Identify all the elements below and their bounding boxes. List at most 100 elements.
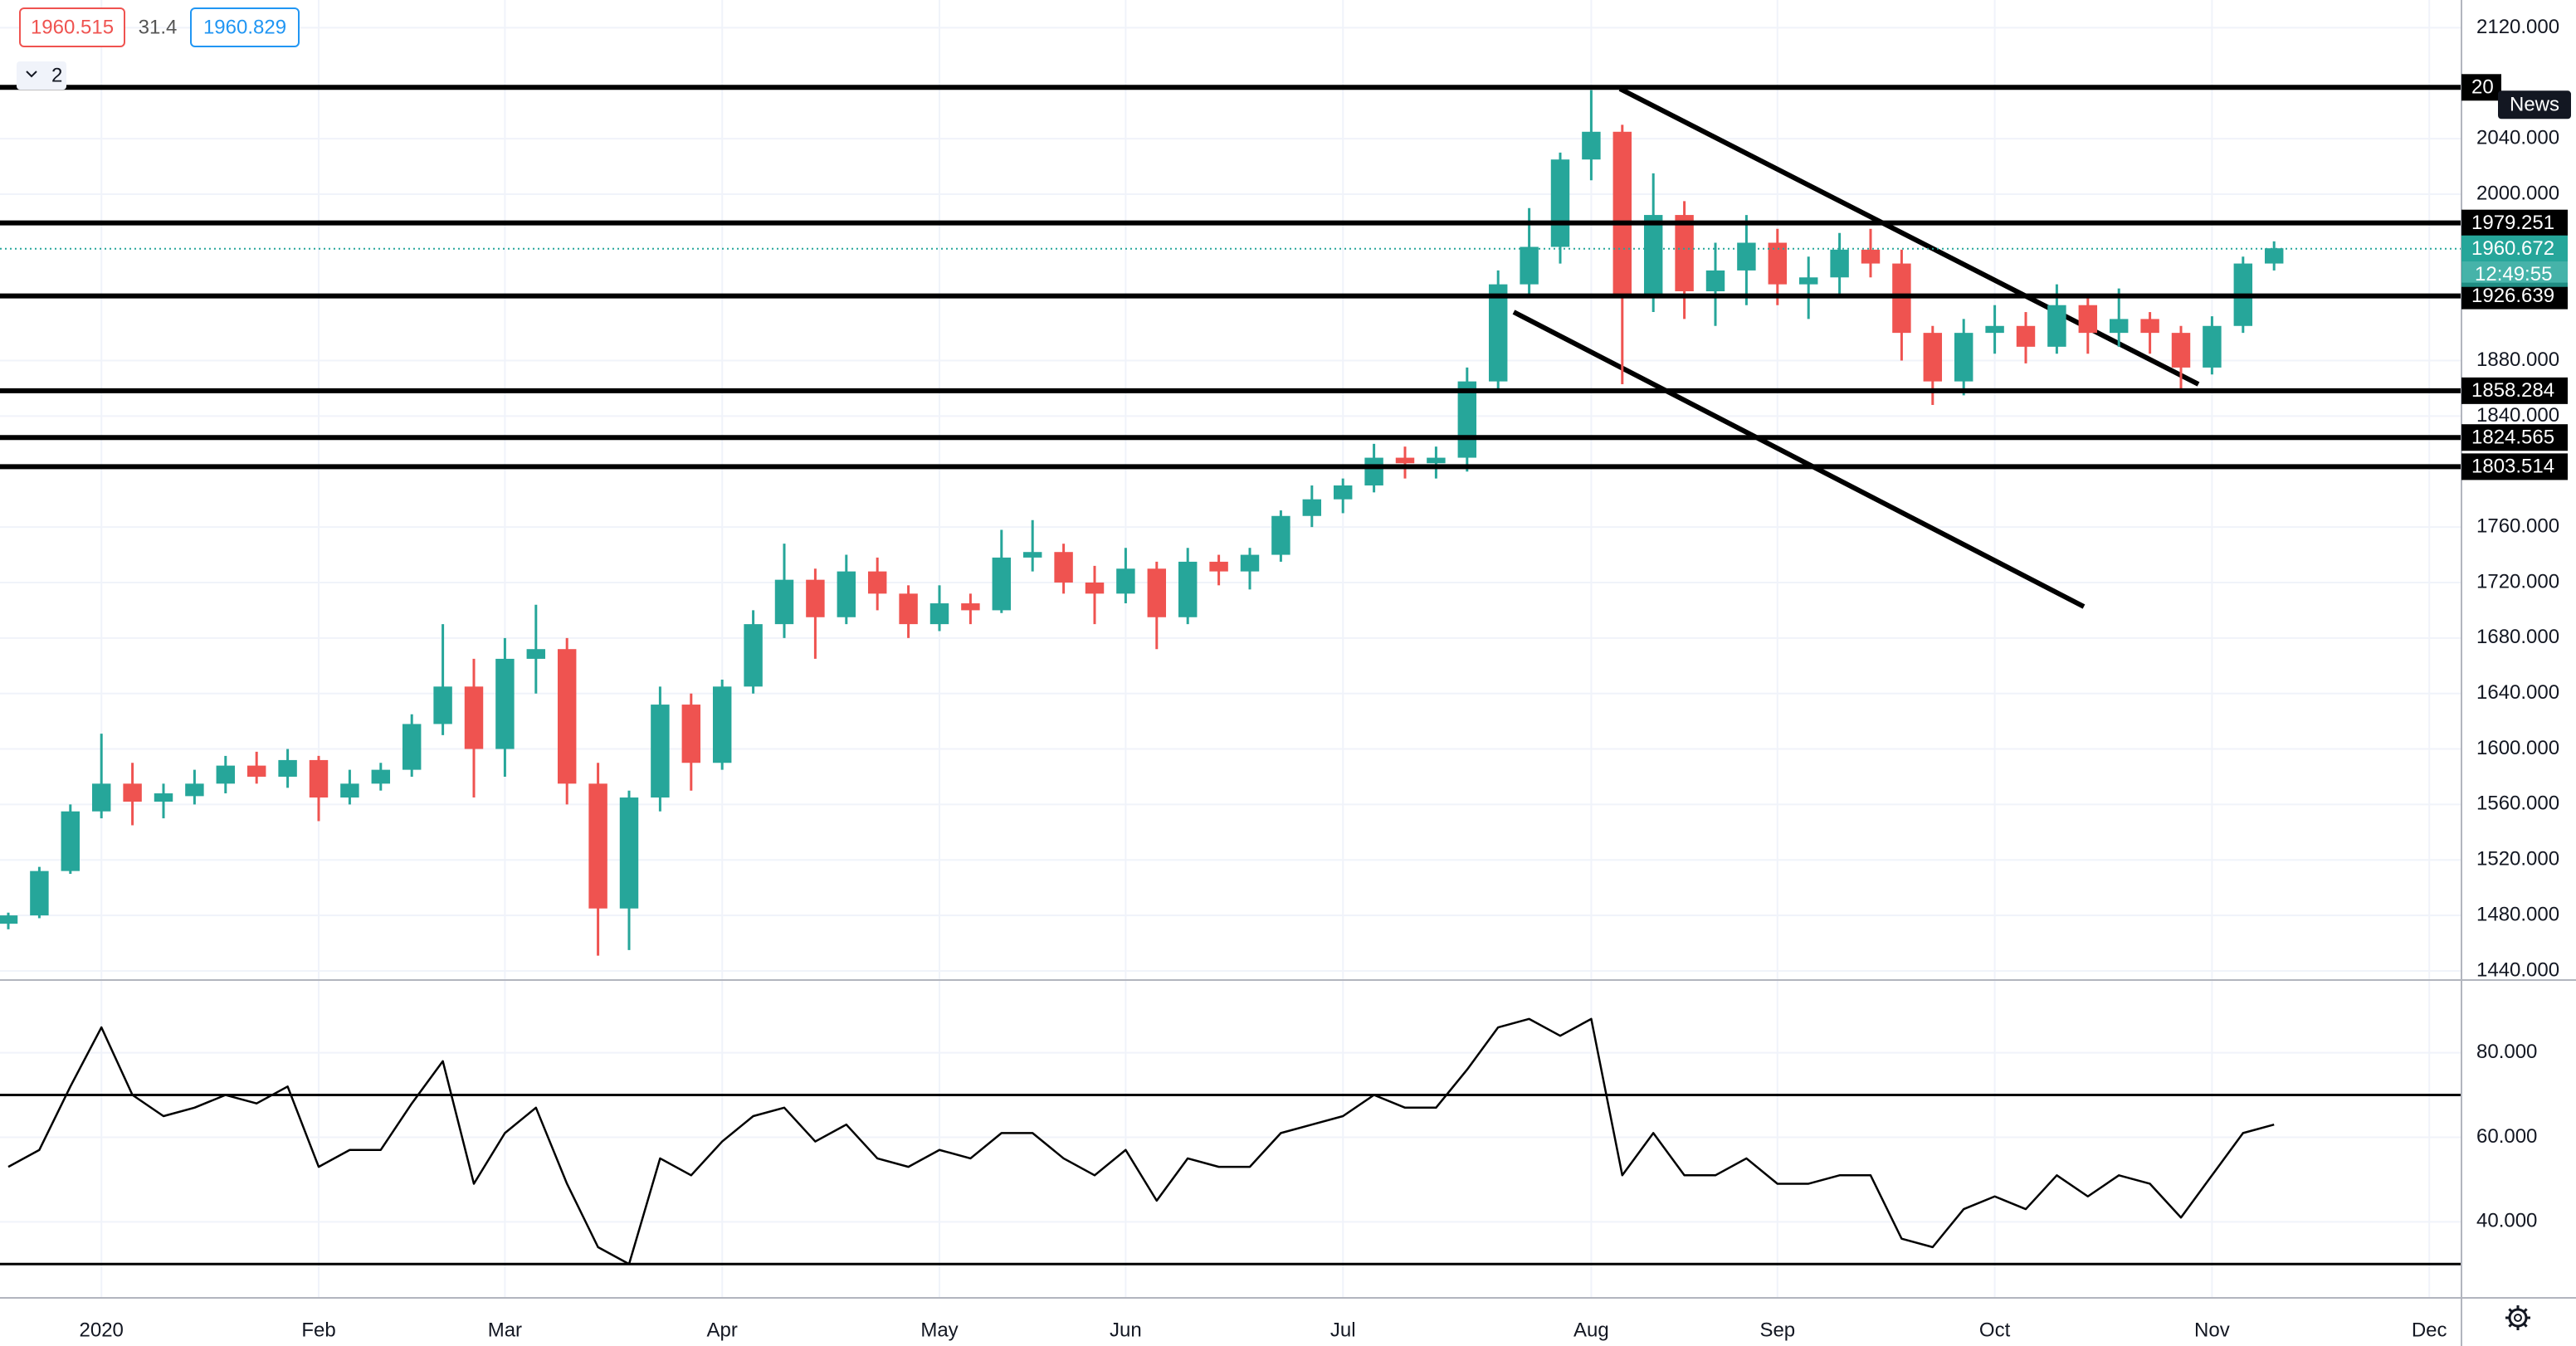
marks — [0, 85, 2461, 1266]
ask: 1960.829 — [203, 16, 286, 38]
candle-body — [464, 686, 484, 749]
rsi-tick-label: 80.000 — [2476, 1041, 2537, 1063]
price-level-label: 1803.514 — [2471, 456, 2554, 478]
candle-body — [1488, 284, 1508, 382]
news-badge[interactable] — [2498, 90, 2571, 119]
bid: 1960.515 — [31, 16, 114, 38]
candle-body — [1147, 568, 1167, 617]
candle-body — [1209, 561, 1228, 572]
candle-body — [0, 915, 18, 924]
grid — [0, 0, 2461, 1298]
y-tick-label: 1560.000 — [2476, 792, 2559, 815]
candle-body — [2047, 305, 2066, 347]
trend-line — [1618, 86, 2200, 387]
price-level-badge — [2461, 209, 2568, 237]
candle-body — [1302, 499, 1322, 516]
candle-body — [1582, 131, 1601, 160]
candle-body — [2140, 319, 2159, 334]
candle-body — [681, 705, 701, 763]
price-level-badge — [2461, 377, 2568, 404]
candle-body — [246, 765, 266, 777]
candle-body — [154, 793, 173, 802]
candle-body — [1675, 215, 1694, 291]
y-tick-label: 1480.000 — [2476, 903, 2559, 925]
candle-body — [1364, 457, 1383, 485]
x-tick-label: May — [920, 1319, 958, 1341]
candle-body — [1643, 215, 1663, 299]
y-tick-label: 1840.000 — [2476, 404, 2559, 427]
y-tick-label: 1880.000 — [2476, 349, 2559, 371]
candle-body — [992, 557, 1012, 611]
x-tick-label: Oct — [1979, 1319, 2011, 1341]
price-level-label: 1926.639 — [2471, 285, 2554, 307]
price-level-label: 1979.251 — [2471, 212, 2554, 234]
x-tick-label: Jun — [1110, 1319, 1142, 1341]
y-tick-label: 1720.000 — [2476, 570, 2559, 593]
candle-body — [30, 871, 49, 916]
y-tick-label: 1640.000 — [2476, 681, 2559, 704]
y-tick-label: 1600.000 — [2476, 737, 2559, 759]
settings-button[interactable] — [2505, 1305, 2530, 1330]
price-level-label: 20 — [2471, 76, 2494, 99]
y-tick-label: 2040.000 — [2476, 126, 2559, 149]
candle-body — [899, 593, 918, 625]
candle-body — [1022, 552, 1042, 558]
candle-body — [619, 797, 639, 909]
candle-body — [1178, 561, 1198, 617]
news-label: News — [2510, 94, 2559, 116]
countdown-label: 12:49:55 — [2475, 263, 2552, 285]
candle-body — [1116, 568, 1135, 594]
x-tick-label: Sep — [1759, 1319, 1795, 1341]
candle-body — [123, 783, 142, 802]
x-tick-label: Dec — [2412, 1319, 2447, 1341]
collapse-button[interactable] — [17, 61, 66, 90]
price-level-badge — [2461, 453, 2568, 480]
candle-body — [929, 603, 949, 625]
candle-body — [1395, 457, 1415, 464]
candle-body — [806, 579, 825, 617]
candle-body — [588, 783, 607, 909]
candle-body — [1768, 242, 1788, 285]
ask-box[interactable] — [190, 7, 300, 47]
candle-body — [2203, 325, 2222, 368]
candle-body — [1923, 333, 1943, 382]
candle-body — [2016, 325, 2036, 347]
y-tick-label: 1520.000 — [2476, 848, 2559, 871]
countdown-badge — [2461, 261, 2568, 287]
bid-box[interactable] — [19, 7, 125, 47]
candle-body — [309, 759, 329, 798]
candle-body — [526, 649, 546, 659]
y-tick-label: 1760.000 — [2476, 515, 2559, 537]
trend-line — [1512, 310, 2086, 609]
x-tick-label: Feb — [301, 1319, 335, 1341]
candle-body — [1054, 552, 1073, 583]
candle-body — [712, 686, 732, 763]
gear-teeth — [2505, 1305, 2530, 1330]
candle-body — [1520, 246, 1539, 285]
candle-body — [402, 724, 422, 770]
candle-body — [1550, 159, 1570, 247]
price-level-badge — [2461, 74, 2501, 101]
candle-body — [1985, 325, 2004, 334]
candle-body — [433, 686, 452, 724]
price-level-label: 1858.284 — [2471, 379, 2554, 402]
x-tick-label: Aug — [1573, 1319, 1609, 1341]
y-tick-label: 1440.000 — [2476, 958, 2559, 981]
candle-body — [1333, 485, 1353, 500]
candle-body — [744, 624, 763, 687]
price-level-badge — [2461, 424, 2568, 451]
candle-body — [2171, 333, 2191, 368]
candle-body — [340, 783, 359, 798]
candle-body — [371, 769, 391, 784]
rsi-tick-label: 60.000 — [2476, 1125, 2537, 1148]
candle-body — [216, 765, 236, 784]
candle-body — [1271, 515, 1290, 555]
candle-body — [91, 783, 111, 812]
candle-body — [651, 705, 670, 798]
y-tick-label: 2000.000 — [2476, 182, 2559, 204]
candle-body — [774, 579, 794, 625]
x-tick-label: Apr — [707, 1319, 738, 1341]
x-tick-label: Nov — [2194, 1319, 2230, 1341]
candle-body — [1954, 333, 1973, 382]
